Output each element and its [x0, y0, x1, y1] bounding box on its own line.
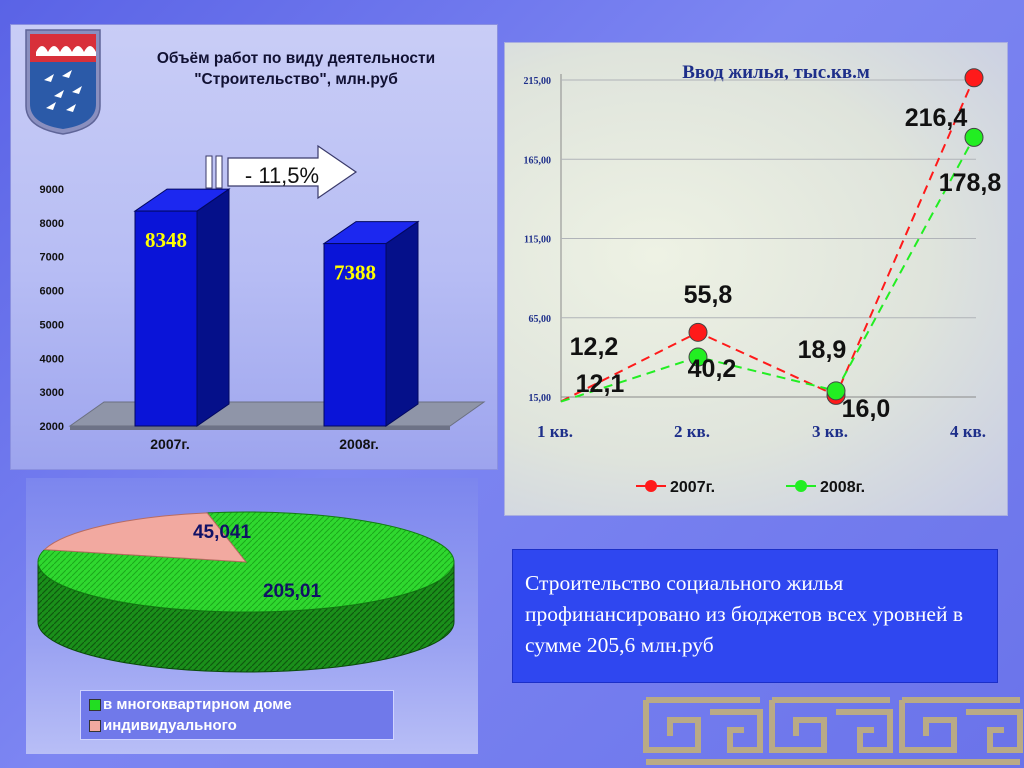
bar — [323, 243, 387, 427]
line-data-label: 16,0 — [842, 395, 891, 423]
bar-y-tick-label: 8000 — [40, 218, 64, 230]
pie-legend-label: в многоквартирном доме — [103, 696, 292, 713]
legend-marker — [645, 480, 657, 492]
pie-legend: в многоквартирном доме индивидуального — [80, 690, 394, 740]
line-x-tick-label: 4 кв. — [950, 422, 986, 441]
legend-swatch — [89, 699, 101, 711]
line-point — [688, 347, 708, 367]
line-y-tick-label: 115,00 — [524, 235, 551, 246]
line-grid: 15,00 65,00 115,00 165,00 215,00 1 кв. 2 кв. 3 … — [524, 74, 986, 441]
line-chart-title: Ввод жилья, тыс.кв.м — [682, 62, 870, 83]
line-y-tick-label: 15,00 — [529, 393, 552, 404]
legend-marker — [795, 480, 807, 492]
bar-data-label: 8348 — [145, 228, 187, 252]
legend-swatch — [89, 720, 101, 732]
line-data-label: 40,2 — [688, 355, 737, 383]
note-box: Строительство социального жилья профинан… — [512, 549, 998, 683]
line-series-path — [560, 136, 975, 403]
pie-slice-pink — [43, 512, 248, 563]
line-y-tick-label: 215,00 — [524, 76, 552, 87]
bar-y-tick-label: 5000 — [40, 319, 64, 331]
line-x-tick-label: 2 кв. — [674, 422, 710, 441]
line-point — [688, 322, 708, 342]
bar-category-label: 2008г. — [339, 436, 378, 452]
line-data-label: 18,9 — [798, 336, 847, 364]
line-point — [964, 68, 984, 88]
pie-legend-item: в многоквартирном доме — [89, 694, 393, 715]
line-data-label: 55,8 — [684, 281, 733, 309]
bar-data-label: 7388 — [334, 261, 376, 285]
line-x-tick-label: 3 кв. — [812, 422, 848, 441]
bar-y-tick-label: 4000 — [40, 353, 64, 365]
line-point — [964, 127, 984, 147]
legend-label: 2007г. — [670, 479, 715, 496]
line-series: 12,2 55,8 16,0 216,4 12,1 40,2 18,9 178,8 — [560, 68, 1002, 423]
decorative-ornament — [643, 697, 1023, 765]
pie-data-label: 45,041 — [193, 522, 252, 543]
arrow-right-icon — [205, 144, 358, 200]
bar-y-tick-label: 3000 — [40, 387, 64, 399]
change-label: - 11,5% — [245, 163, 319, 188]
bar-y-axis: 2000 3000 4000 5000 6000 7000 8000 9000 — [40, 184, 64, 433]
pie-slices: 45,041 205,01 — [37, 511, 455, 673]
line-y-tick-label: 65,00 — [529, 314, 552, 325]
line-series-path — [560, 77, 975, 403]
line-legend: 2007г. 2008г. — [636, 479, 865, 496]
bar-y-tick-label: 6000 — [40, 286, 64, 298]
bar-chart-title: Объём работ по виду деятельности "Строит… — [156, 50, 436, 88]
bar-floor-edge — [70, 426, 450, 430]
line-y-tick-label: 165,00 — [524, 155, 552, 166]
line-data-label: 12,2 — [570, 333, 619, 361]
bar-y-tick-label: 9000 — [40, 184, 64, 196]
bar-category-label: 2007г. — [150, 436, 189, 452]
bar-series: 8348 2007г. 7388 2008г. — [133, 188, 420, 452]
line-chart-panel — [504, 42, 1008, 516]
bar-y-tick-label: 7000 — [40, 252, 64, 264]
legend-label: 2008г. — [820, 479, 865, 496]
line-x-tick-label: 1 кв. — [537, 422, 573, 441]
note-text: Строительство социального жилья профинан… — [525, 571, 964, 657]
line-data-label: 216,4 — [905, 104, 968, 132]
pie-legend-label: индивидуального — [103, 717, 237, 734]
pie-legend-item: индивидуального — [89, 715, 393, 736]
line-point — [826, 381, 846, 401]
bar — [134, 210, 198, 427]
pie-data-label: 205,01 — [263, 581, 322, 602]
bar-y-tick-label: 2000 — [40, 421, 64, 433]
line-data-label: 178,8 — [939, 169, 1002, 197]
line-data-label: 12,1 — [576, 370, 625, 398]
